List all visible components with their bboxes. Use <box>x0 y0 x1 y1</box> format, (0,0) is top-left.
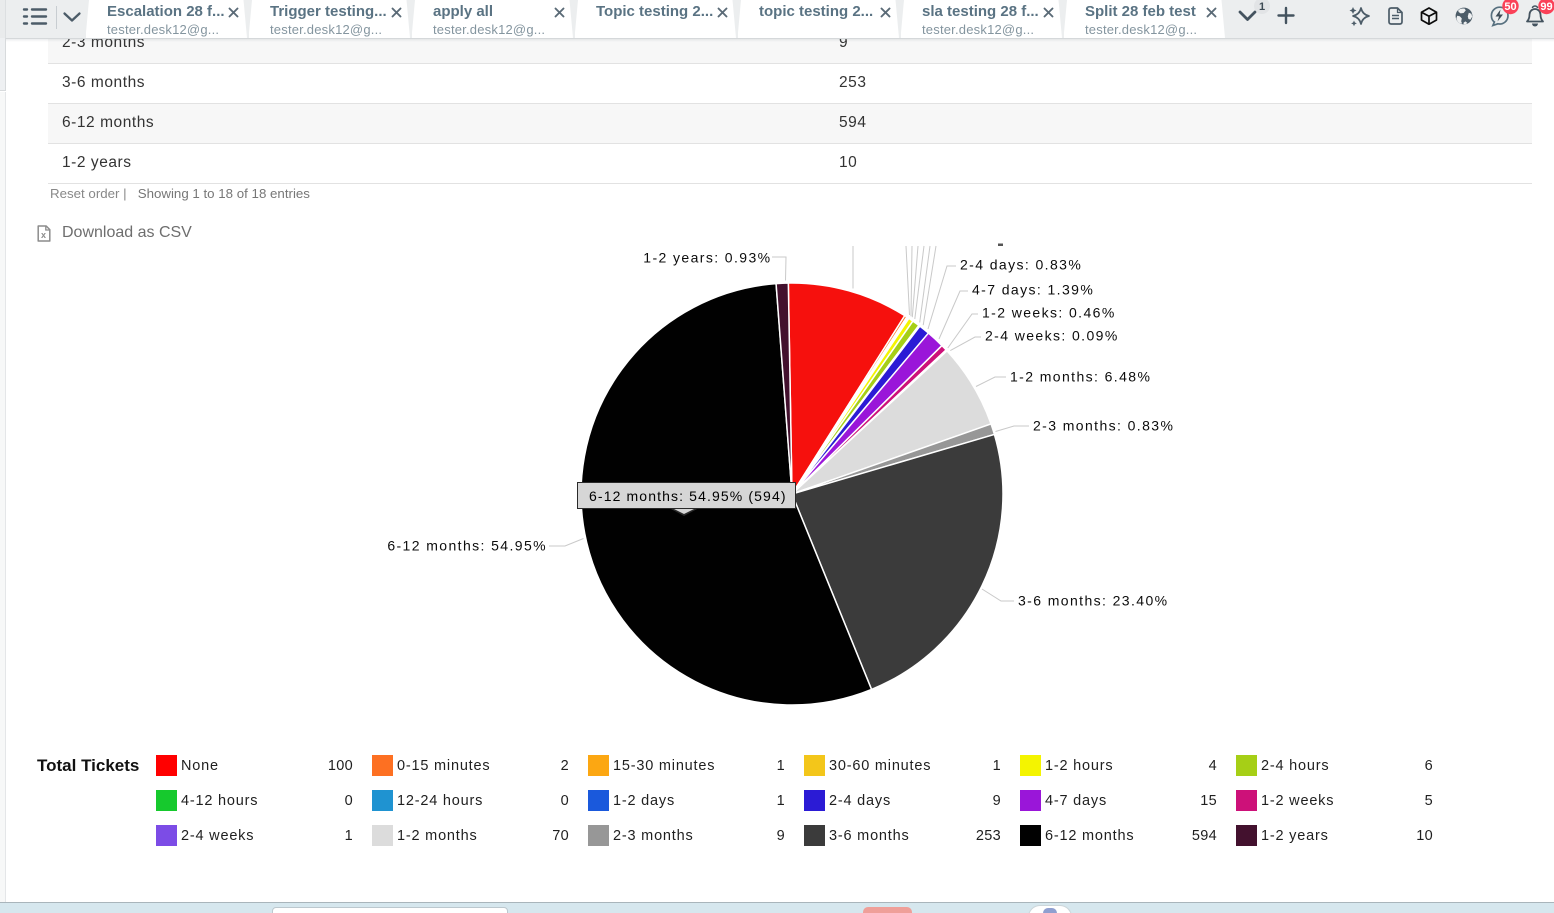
svg-text:1: 1 <box>1259 1 1265 13</box>
svg-text:1-2 weeks: 0.46%: 1-2 weeks: 0.46% <box>982 305 1116 321</box>
svg-text:1-2 months: 6.48%: 1-2 months: 6.48% <box>1010 369 1151 385</box>
svg-text:3-6 months: 23.40%: 3-6 months: 23.40% <box>1018 593 1169 609</box>
svg-text:2-4 days: 0.83%: 2-4 days: 0.83% <box>960 257 1082 273</box>
svg-text:1-2 years: 0.93%: 1-2 years: 0.93% <box>643 250 771 266</box>
svg-text:6-12 months: 54.95%: 6-12 months: 54.95% <box>387 538 547 554</box>
svg-text:50: 50 <box>1504 1 1516 13</box>
svg-text:4-7 days: 1.39%: 4-7 days: 1.39% <box>972 282 1094 298</box>
svg-text:2-3 months: 0.83%: 2-3 months: 0.83% <box>1033 418 1174 434</box>
svg-text:x: x <box>41 230 46 240</box>
svg-text:2-4 weeks: 0.09%: 2-4 weeks: 0.09% <box>985 328 1119 344</box>
svg-text:99: 99 <box>1540 1 1552 13</box>
